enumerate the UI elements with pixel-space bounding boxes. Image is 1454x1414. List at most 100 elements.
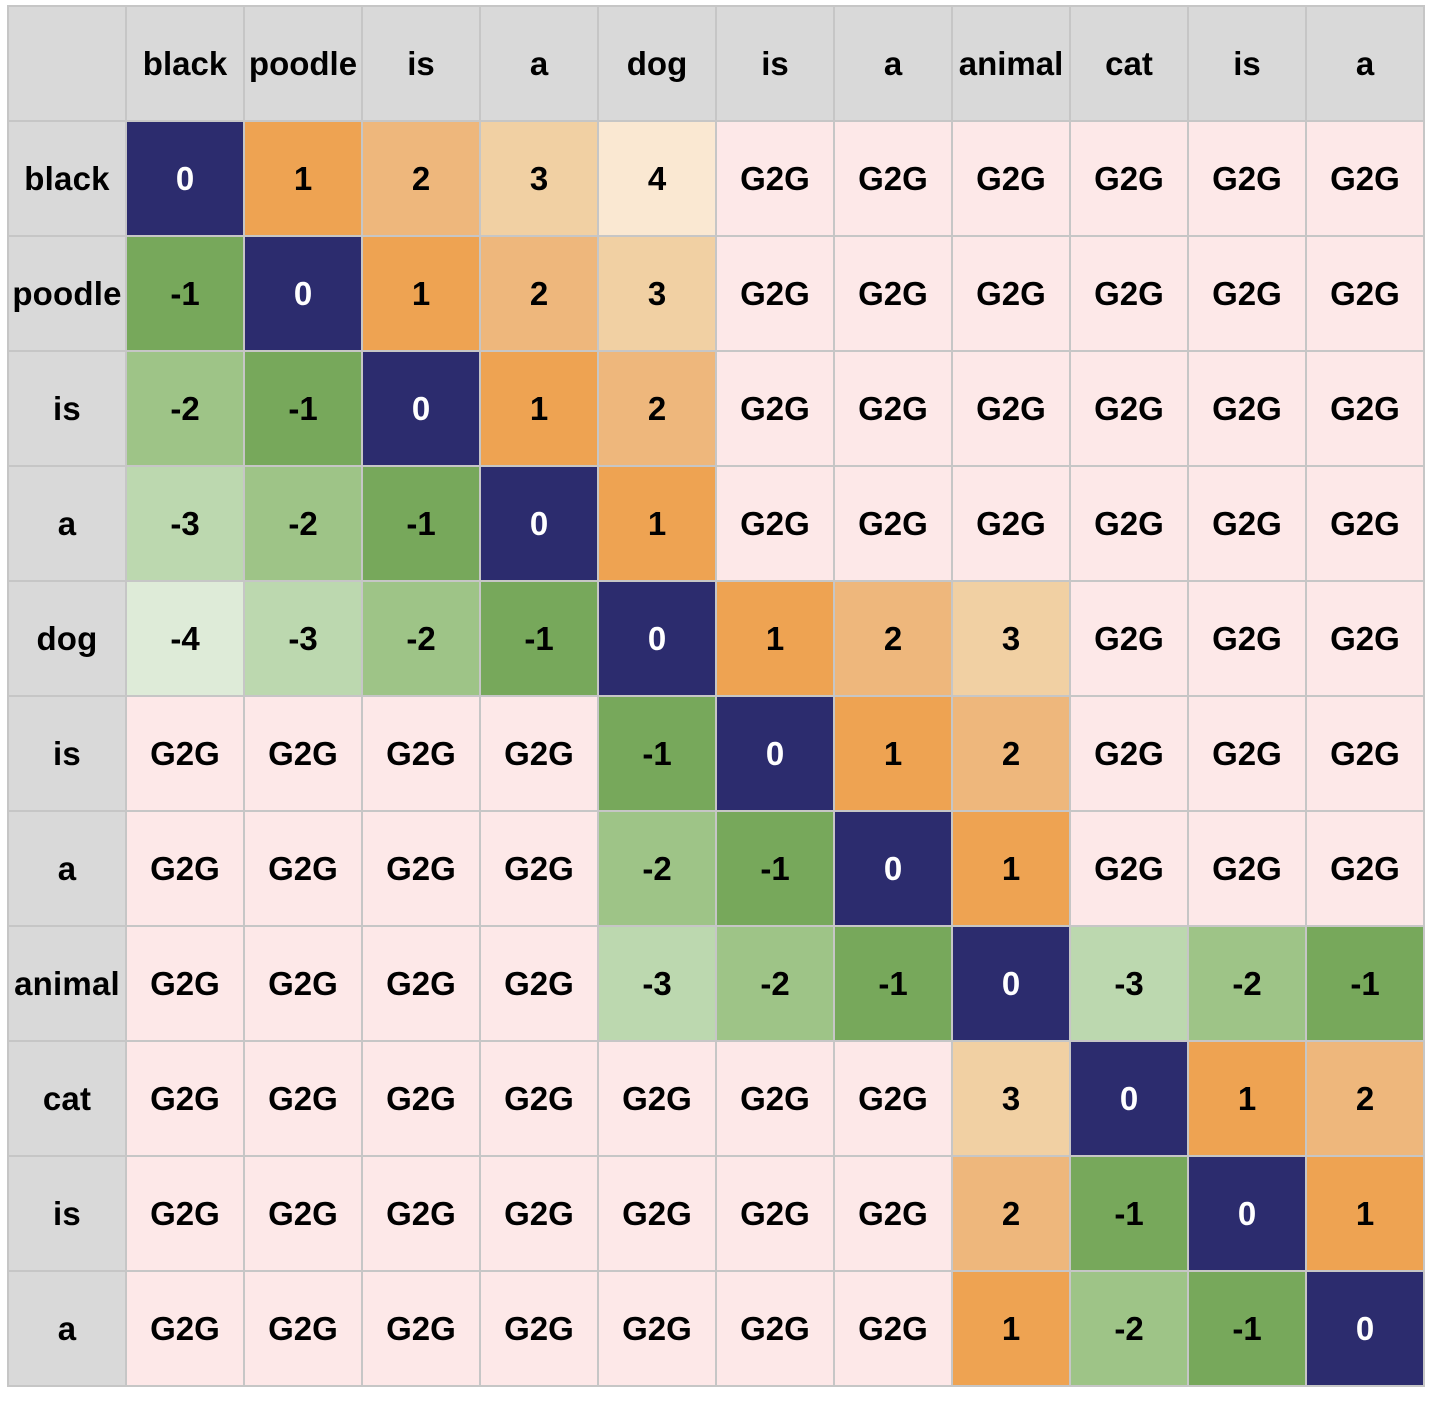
matrix-cell: 1: [951, 1270, 1071, 1387]
row-header: poodle: [7, 235, 127, 352]
matrix-cell: 1: [479, 350, 599, 467]
matrix-cell: -2: [243, 465, 363, 582]
matrix-cell: G2G: [597, 1270, 717, 1387]
matrix-cell: G2G: [361, 1270, 481, 1387]
row-header: animal: [7, 925, 127, 1042]
matrix-cell: G2G: [125, 695, 245, 812]
matrix-cell: -1: [833, 925, 953, 1042]
row-header: cat: [7, 1040, 127, 1157]
matrix-cell: 2: [597, 350, 717, 467]
matrix-cell: G2G: [951, 350, 1071, 467]
matrix-cell: G2G: [1069, 120, 1189, 237]
matrix-cell: -2: [125, 350, 245, 467]
matrix-cell: G2G: [1305, 235, 1425, 352]
matrix-cell: -1: [361, 465, 481, 582]
table-row: a G2G G2G G2G G2G G2G G2G G2G 1 -2 -1 0: [7, 1270, 1425, 1387]
matrix-cell: 3: [951, 580, 1071, 697]
matrix-cell: 1: [361, 235, 481, 352]
column-header: is: [715, 5, 835, 122]
matrix-cell: G2G: [479, 1155, 599, 1272]
matrix-cell: -1: [243, 350, 363, 467]
matrix-cell: G2G: [833, 1155, 953, 1272]
matrix-cell: -2: [597, 810, 717, 927]
matrix-cell: G2G: [243, 1155, 363, 1272]
matrix-cell: G2G: [243, 925, 363, 1042]
matrix-cell: G2G: [243, 1040, 363, 1157]
matrix-cell: 1: [1187, 1040, 1307, 1157]
matrix-cell: 1: [1305, 1155, 1425, 1272]
matrix-cell: 1: [833, 695, 953, 812]
matrix-cell: 2: [833, 580, 953, 697]
matrix-cell: G2G: [1187, 695, 1307, 812]
matrix-cell: G2G: [1187, 350, 1307, 467]
table-row: animal G2G G2G G2G G2G -3 -2 -1 0 -3 -2 -1: [7, 925, 1425, 1042]
matrix-cell: G2G: [479, 810, 599, 927]
matrix-cell: -2: [1187, 925, 1307, 1042]
header-row: black poodle is a dog is a animal cat is a: [7, 5, 1425, 122]
matrix-cell: -1: [1305, 925, 1425, 1042]
matrix-cell: G2G: [361, 1155, 481, 1272]
matrix-cell: 1: [597, 465, 717, 582]
matrix-cell: G2G: [597, 1155, 717, 1272]
matrix-cell: G2G: [125, 810, 245, 927]
matrix-cell: -2: [715, 925, 835, 1042]
matrix-cell: G2G: [833, 235, 953, 352]
row-header: a: [7, 1270, 127, 1387]
column-header: cat: [1069, 5, 1189, 122]
matrix-cell: G2G: [361, 925, 481, 1042]
row-header: a: [7, 465, 127, 582]
table-row: cat G2G G2G G2G G2G G2G G2G G2G 3 0 1 2: [7, 1040, 1425, 1157]
matrix-cell: G2G: [479, 695, 599, 812]
matrix-cell: G2G: [361, 695, 481, 812]
matrix-cell: G2G: [1069, 580, 1189, 697]
matrix-cell: 1: [951, 810, 1071, 927]
matrix-cell: G2G: [1069, 235, 1189, 352]
matrix-cell: -1: [715, 810, 835, 927]
matrix-cell: 0: [1069, 1040, 1189, 1157]
matrix-cell: G2G: [243, 1270, 363, 1387]
table-row: poodle -1 0 1 2 3 G2G G2G G2G G2G G2G G2G: [7, 235, 1425, 352]
matrix-cell: -2: [361, 580, 481, 697]
matrix-cell: -2: [1069, 1270, 1189, 1387]
column-header: dog: [597, 5, 717, 122]
column-header: black: [125, 5, 245, 122]
matrix-cell: G2G: [833, 350, 953, 467]
matrix-cell: G2G: [951, 235, 1071, 352]
column-header: a: [833, 5, 953, 122]
matrix-cell: 0: [1187, 1155, 1307, 1272]
matrix-cell: G2G: [833, 1040, 953, 1157]
matrix-cell: 0: [1305, 1270, 1425, 1387]
matrix-cell: G2G: [1187, 580, 1307, 697]
matrix-cell: G2G: [833, 120, 953, 237]
matrix-cell: G2G: [715, 1155, 835, 1272]
matrix-cell: 2: [1305, 1040, 1425, 1157]
matrix-cell: -3: [243, 580, 363, 697]
column-header: a: [1305, 5, 1425, 122]
matrix-cell: G2G: [125, 1270, 245, 1387]
table-row: a -3 -2 -1 0 1 G2G G2G G2G G2G G2G G2G: [7, 465, 1425, 582]
matrix-cell: G2G: [1187, 465, 1307, 582]
column-header: a: [479, 5, 599, 122]
row-header: is: [7, 350, 127, 467]
matrix-cell: G2G: [1305, 120, 1425, 237]
matrix-cell: 0: [479, 465, 599, 582]
matrix-cell: G2G: [1069, 695, 1189, 812]
matrix-cell: G2G: [715, 235, 835, 352]
matrix-cell: -1: [1069, 1155, 1189, 1272]
matrix-cell: 0: [243, 235, 363, 352]
matrix-cell: -1: [1187, 1270, 1307, 1387]
matrix-cell: 0: [597, 580, 717, 697]
matrix-cell: G2G: [479, 1040, 599, 1157]
column-header: animal: [951, 5, 1071, 122]
matrix-cell: G2G: [1187, 810, 1307, 927]
matrix-cell: G2G: [833, 465, 953, 582]
matrix-cell: -1: [125, 235, 245, 352]
matrix-cell: G2G: [1305, 695, 1425, 812]
matrix-cell: G2G: [1069, 810, 1189, 927]
table-row: dog -4 -3 -2 -1 0 1 2 3 G2G G2G G2G: [7, 580, 1425, 697]
matrix-cell: 0: [361, 350, 481, 467]
table-row: black 0 1 2 3 4 G2G G2G G2G G2G G2G G2G: [7, 120, 1425, 237]
row-header: black: [7, 120, 127, 237]
matrix-cell: G2G: [125, 925, 245, 1042]
matrix-cell: G2G: [1305, 810, 1425, 927]
